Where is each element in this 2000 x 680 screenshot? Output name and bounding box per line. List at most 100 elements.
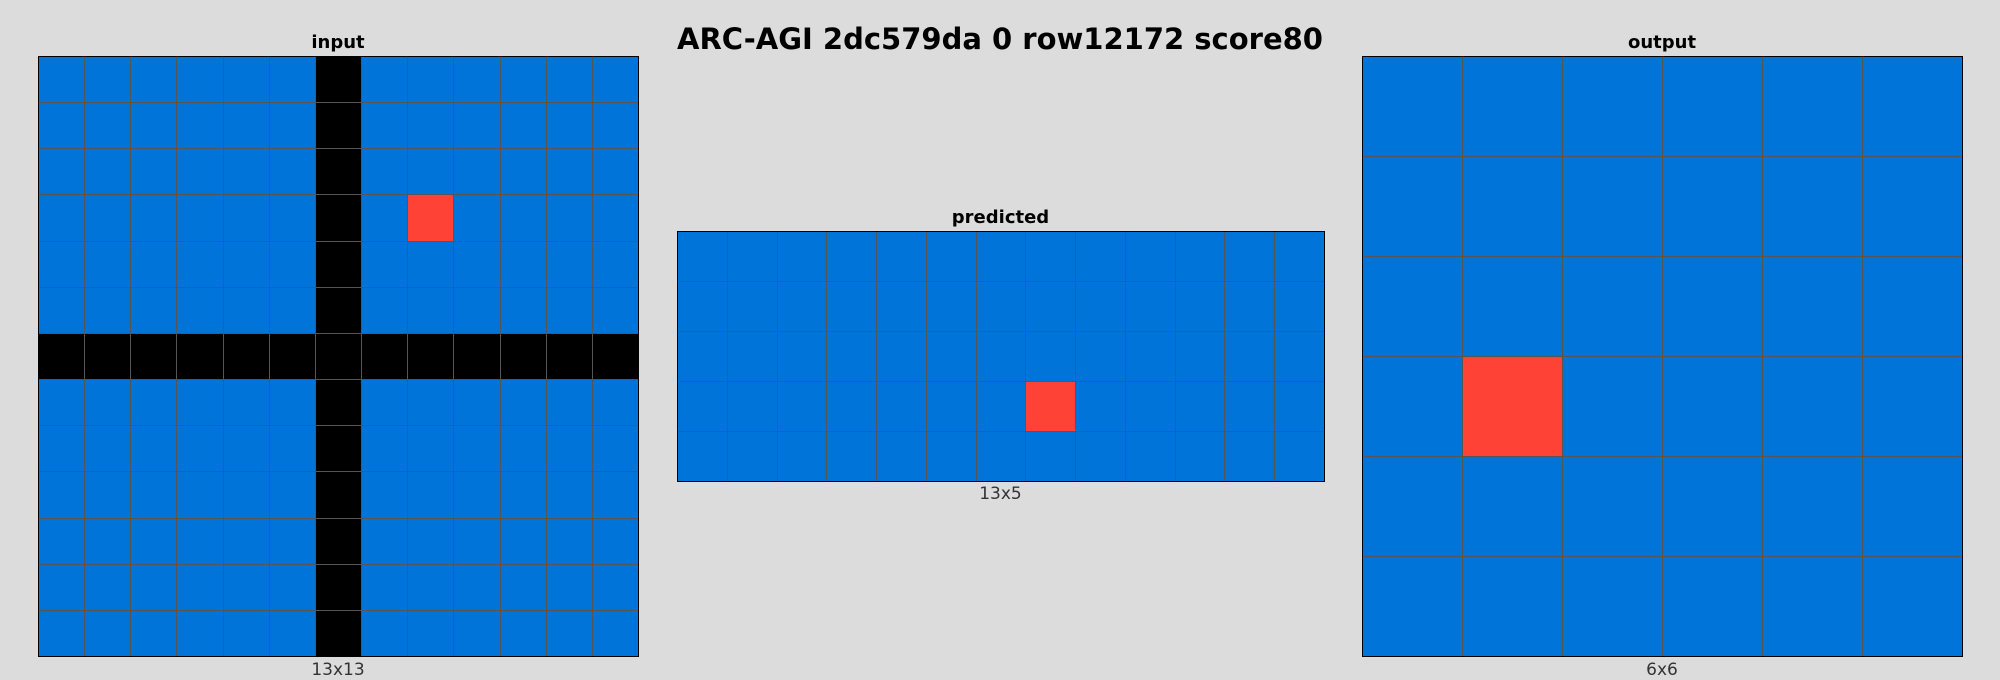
predicted-cell xyxy=(926,282,976,331)
output-cell xyxy=(1663,557,1762,656)
output-cell xyxy=(1863,257,1962,356)
predicted-cell xyxy=(777,432,827,481)
input-cell xyxy=(131,333,177,380)
output-cell xyxy=(1663,157,1762,256)
input-cell xyxy=(362,564,408,610)
predicted-cell xyxy=(1175,282,1225,331)
output-cell xyxy=(1763,557,1862,656)
predicted-cell xyxy=(1225,382,1275,431)
predicted-cell xyxy=(976,432,1026,481)
input-cell xyxy=(500,57,546,103)
input-cell xyxy=(592,287,638,333)
predicted-cell xyxy=(727,382,777,431)
predicted-cell xyxy=(1125,332,1175,381)
input-cell xyxy=(500,518,546,564)
input-grid xyxy=(38,56,639,657)
output-cell xyxy=(1363,157,1462,256)
predicted-cell xyxy=(1275,332,1324,381)
predicted-cell xyxy=(827,382,877,431)
input-cell xyxy=(177,380,223,426)
input-cell xyxy=(177,610,223,656)
page-title: ARC-AGI 2dc579da 0 row12172 score80 xyxy=(677,22,1323,56)
input-cell xyxy=(131,380,177,426)
input-cell xyxy=(85,287,131,333)
input-cell xyxy=(85,610,131,656)
predicted-cell xyxy=(877,282,926,331)
input-cell xyxy=(315,103,362,149)
input-cell xyxy=(39,426,85,472)
input-cell xyxy=(315,287,362,333)
output-size-label: 6x6 xyxy=(1646,660,1678,680)
input-cell xyxy=(500,472,546,518)
input-cell xyxy=(592,149,638,195)
input-cell xyxy=(269,57,315,103)
input-cell xyxy=(454,333,500,380)
output-cell xyxy=(1463,457,1562,556)
predicted-cell xyxy=(1175,382,1225,431)
input-cell xyxy=(454,287,500,333)
predicted-cell xyxy=(777,382,827,431)
input-cell xyxy=(592,518,638,564)
input-cell xyxy=(131,241,177,287)
input-cell xyxy=(223,380,269,426)
input-cell xyxy=(269,287,315,333)
input-cell xyxy=(592,564,638,610)
input-cell xyxy=(177,241,223,287)
output-cell xyxy=(1363,257,1462,356)
input-cell xyxy=(177,518,223,564)
input-cell xyxy=(408,518,454,564)
input-cell xyxy=(408,57,454,103)
input-cell xyxy=(39,380,85,426)
input-size-label: 13x13 xyxy=(311,660,365,680)
output-cell xyxy=(1363,357,1462,456)
predicted-cell xyxy=(1175,332,1225,381)
input-cell xyxy=(269,380,315,426)
predicted-cell xyxy=(1076,432,1125,481)
input-cell xyxy=(454,426,500,472)
input-cell xyxy=(546,426,592,472)
input-cell xyxy=(408,195,454,241)
predicted-panel-title: predicted xyxy=(951,207,1050,228)
input-cell xyxy=(546,149,592,195)
input-cell xyxy=(546,333,592,380)
input-cell xyxy=(500,103,546,149)
input-cell xyxy=(39,149,85,195)
input-cell xyxy=(592,610,638,656)
output-grid xyxy=(1362,56,1963,657)
input-cell xyxy=(546,103,592,149)
input-cell xyxy=(315,518,362,564)
predicted-cell xyxy=(877,432,926,481)
input-cell xyxy=(177,564,223,610)
input-cell xyxy=(315,564,362,610)
input-cell xyxy=(177,149,223,195)
predicted-grid xyxy=(677,231,1325,482)
output-cell xyxy=(1363,57,1462,156)
output-cell xyxy=(1563,257,1662,356)
input-cell xyxy=(269,426,315,472)
input-cell xyxy=(546,241,592,287)
predicted-cell xyxy=(1026,382,1076,431)
predicted-cell xyxy=(678,232,727,281)
output-cell xyxy=(1463,57,1562,156)
input-cell xyxy=(131,195,177,241)
input-cell xyxy=(315,380,362,426)
input-cell xyxy=(85,426,131,472)
predicted-cell xyxy=(877,232,926,281)
output-cell xyxy=(1563,357,1662,456)
input-cell xyxy=(39,610,85,656)
input-cell xyxy=(592,57,638,103)
input-cell xyxy=(315,426,362,472)
predicted-cell xyxy=(1225,332,1275,381)
input-cell xyxy=(39,287,85,333)
input-panel-title: input xyxy=(311,32,365,53)
input-cell xyxy=(177,426,223,472)
predicted-cell xyxy=(926,382,976,431)
input-cell xyxy=(454,57,500,103)
input-cell xyxy=(223,195,269,241)
input-cell xyxy=(362,333,408,380)
input-cell xyxy=(315,149,362,195)
predicted-cell xyxy=(1125,432,1175,481)
output-cell xyxy=(1763,157,1862,256)
predicted-cell xyxy=(1026,282,1076,331)
predicted-cell xyxy=(678,332,727,381)
